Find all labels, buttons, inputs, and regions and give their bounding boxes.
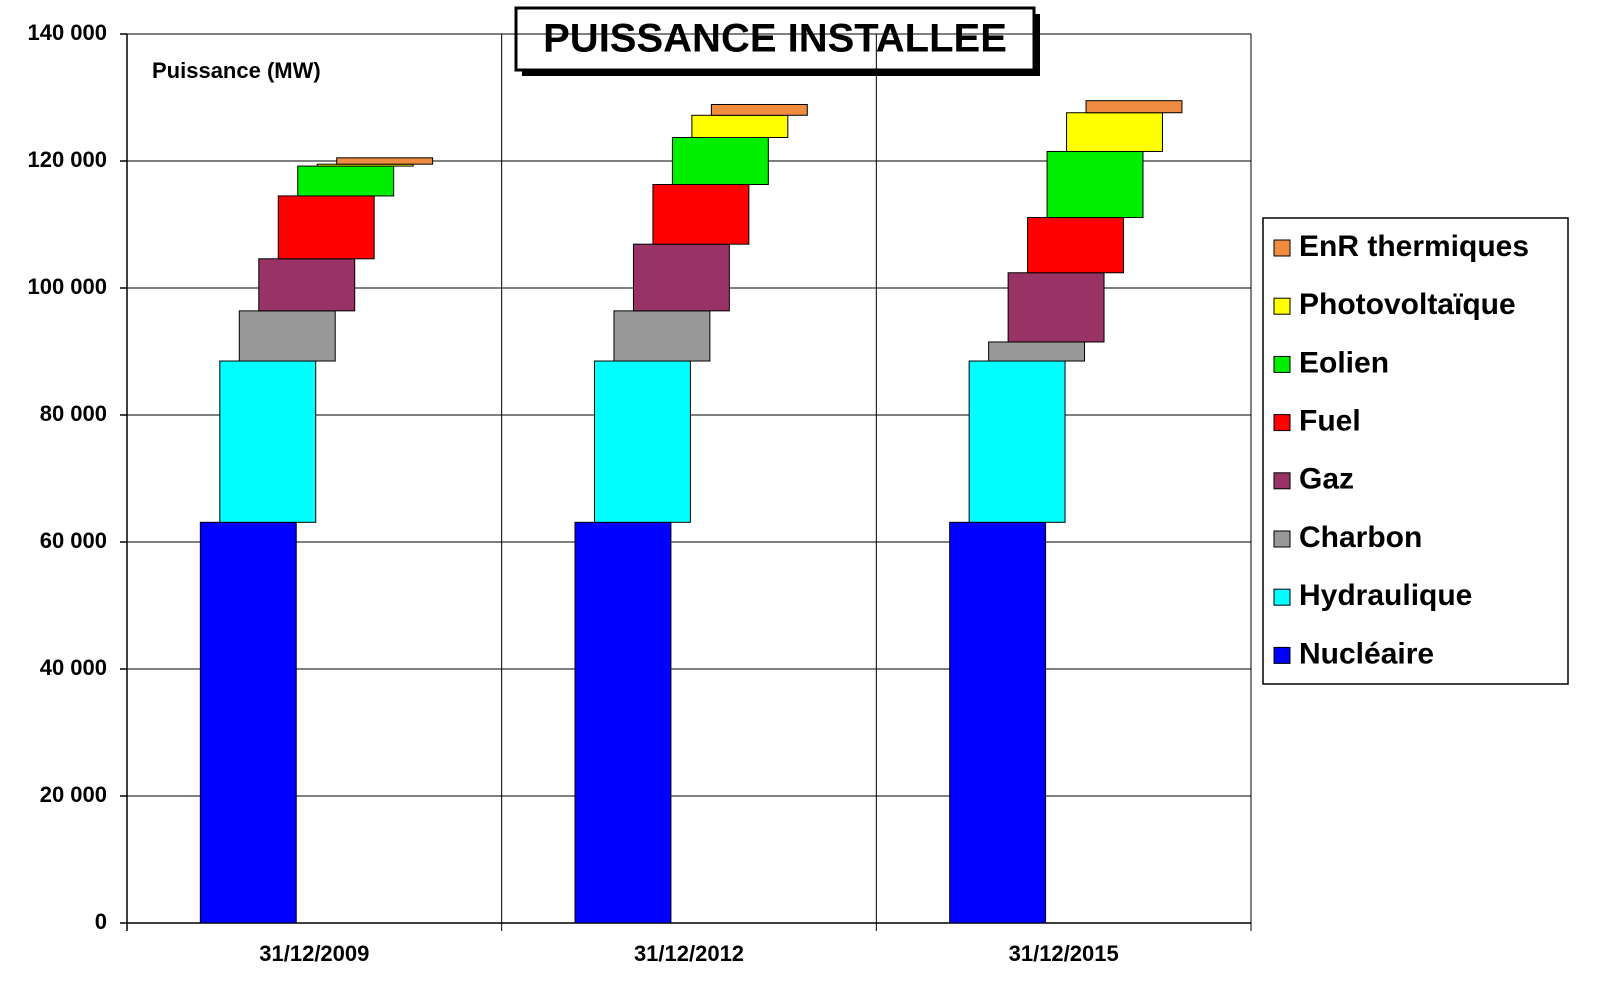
- y-tick-label: 100 000: [27, 274, 107, 299]
- y-tick-label: 0: [95, 909, 107, 934]
- bar-segment: [968, 360, 1066, 523]
- legend-box: [1262, 217, 1569, 685]
- legend-label: Fuel: [1299, 405, 1361, 438]
- y-tick-label: 120 000: [27, 147, 107, 172]
- bar-segment: [238, 310, 336, 362]
- legend-label: Photovoltaïque: [1299, 288, 1516, 321]
- bar-segment: [1027, 217, 1125, 274]
- legend-label: EnR thermiques: [1299, 230, 1529, 263]
- legend-label: Gaz: [1299, 463, 1354, 496]
- bar-segment: [652, 183, 750, 245]
- bar-segment: [632, 243, 730, 312]
- legend-swatch: [1273, 239, 1291, 257]
- bar-segment: [1066, 112, 1163, 152]
- bar-segment: [277, 195, 375, 260]
- bar-segment: [988, 341, 1086, 362]
- legend-label: Charbon: [1299, 521, 1422, 554]
- legend-swatch: [1273, 646, 1291, 664]
- bar-segment: [691, 114, 789, 139]
- bar-segment: [199, 521, 297, 924]
- legend-swatch: [1273, 355, 1291, 373]
- bar-segment: [336, 157, 434, 165]
- bar-segment: [949, 521, 1047, 924]
- bar-segment: [593, 360, 691, 523]
- bar-segment: [613, 310, 711, 362]
- bar-segment: [671, 137, 769, 185]
- bar-segment: [1007, 272, 1105, 343]
- y-tick-label: 60 000: [40, 528, 107, 553]
- bar-segment: [1046, 150, 1144, 219]
- bar-segment: [219, 360, 317, 523]
- title-box: [514, 6, 1036, 72]
- legend-label: Eolien: [1299, 346, 1389, 379]
- bar-segment: [574, 521, 672, 924]
- legend-swatch: [1273, 414, 1291, 432]
- bar-segment: [1085, 100, 1183, 114]
- y-tick-label: 140 000: [27, 20, 107, 45]
- legend-swatch: [1273, 588, 1291, 606]
- legend-swatch: [1273, 472, 1291, 490]
- bar-segment: [297, 165, 395, 197]
- chart-title: PUISSANCE INSTALLEE: [543, 17, 1007, 61]
- legend-swatch: [1273, 530, 1291, 548]
- legend-label: Hydraulique: [1299, 579, 1472, 612]
- bar-segment: [258, 258, 356, 312]
- x-tick-label: 31/12/2009: [259, 941, 369, 966]
- y-tick-label: 20 000: [40, 782, 107, 807]
- x-tick-label: 31/12/2012: [634, 941, 744, 966]
- y-axis-label: Puissance (MW): [152, 58, 321, 83]
- y-tick-label: 40 000: [40, 655, 107, 680]
- legend-swatch: [1273, 297, 1291, 315]
- x-tick-label: 31/12/2015: [1009, 941, 1119, 966]
- bar-segment: [710, 103, 808, 116]
- y-tick-label: 80 000: [40, 401, 107, 426]
- legend-label: Nucléaire: [1299, 637, 1434, 670]
